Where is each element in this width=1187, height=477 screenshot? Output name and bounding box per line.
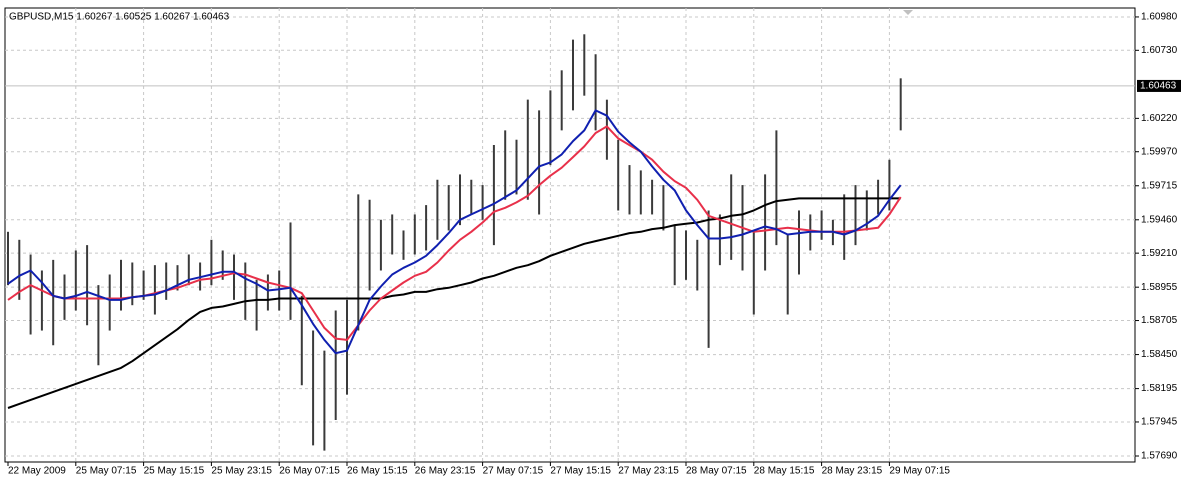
x-tick-label: 26 May 23:15 [415, 466, 476, 477]
chart-title: GBPUSD,M15 1.60267 1.60525 1.60267 1.604… [9, 12, 230, 23]
x-tick-label: 26 May 15:15 [347, 466, 408, 477]
x-tick-label: 27 May 23:15 [618, 466, 679, 477]
y-tick-label: 1.57690 [1141, 451, 1178, 462]
x-tick-label: 27 May 15:15 [550, 466, 611, 477]
y-tick-label: 1.59210 [1141, 248, 1178, 259]
axes: 1.60980 1.60730 1.60220 1.59970 1.59715 1.594… [7, 12, 1181, 477]
y-tick-label: 1.59460 [1141, 214, 1178, 225]
x-tick-label: 28 May 07:15 [686, 466, 747, 477]
chart-shift-marker [903, 10, 913, 15]
current-price-box [1137, 79, 1181, 92]
y-tick-label: 1.57945 [1141, 417, 1178, 428]
y-tick-label: 1.58705 [1141, 315, 1178, 326]
y-tick-label: 1.58450 [1141, 349, 1178, 360]
x-tick-label: 25 May 23:15 [211, 466, 272, 477]
x-tick-label: 28 May 23:15 [822, 466, 883, 477]
y-tick-label: 1.59970 [1141, 146, 1178, 157]
y-tick-label: 1.60730 [1141, 45, 1178, 56]
y-tick-label: 1.58195 [1141, 383, 1178, 394]
current-price-label: 1.60463 [1140, 81, 1177, 92]
x-tick-label: 28 May 15:15 [754, 466, 815, 477]
y-tick-label: 1.58955 [1141, 282, 1178, 293]
x-tick-label: 26 May 07:15 [279, 466, 340, 477]
y-tick-label: 1.60220 [1141, 113, 1178, 124]
y-tick-label: 1.60980 [1141, 12, 1178, 23]
y-tick-label: 1.59715 [1141, 180, 1178, 191]
plot-frame [4, 7, 1136, 463]
x-tick-label: 29 May 07:15 [889, 466, 950, 477]
x-tick-label: 27 May 07:15 [483, 466, 544, 477]
x-tick-label: 25 May 15:15 [144, 466, 205, 477]
moving-average-line [7, 109, 902, 355]
marks [7, 34, 902, 451]
x-tick-label: 25 May 07:15 [76, 466, 137, 477]
moving-average-line [7, 197, 901, 409]
x-tick-label: 22 May 2009 [8, 466, 66, 477]
